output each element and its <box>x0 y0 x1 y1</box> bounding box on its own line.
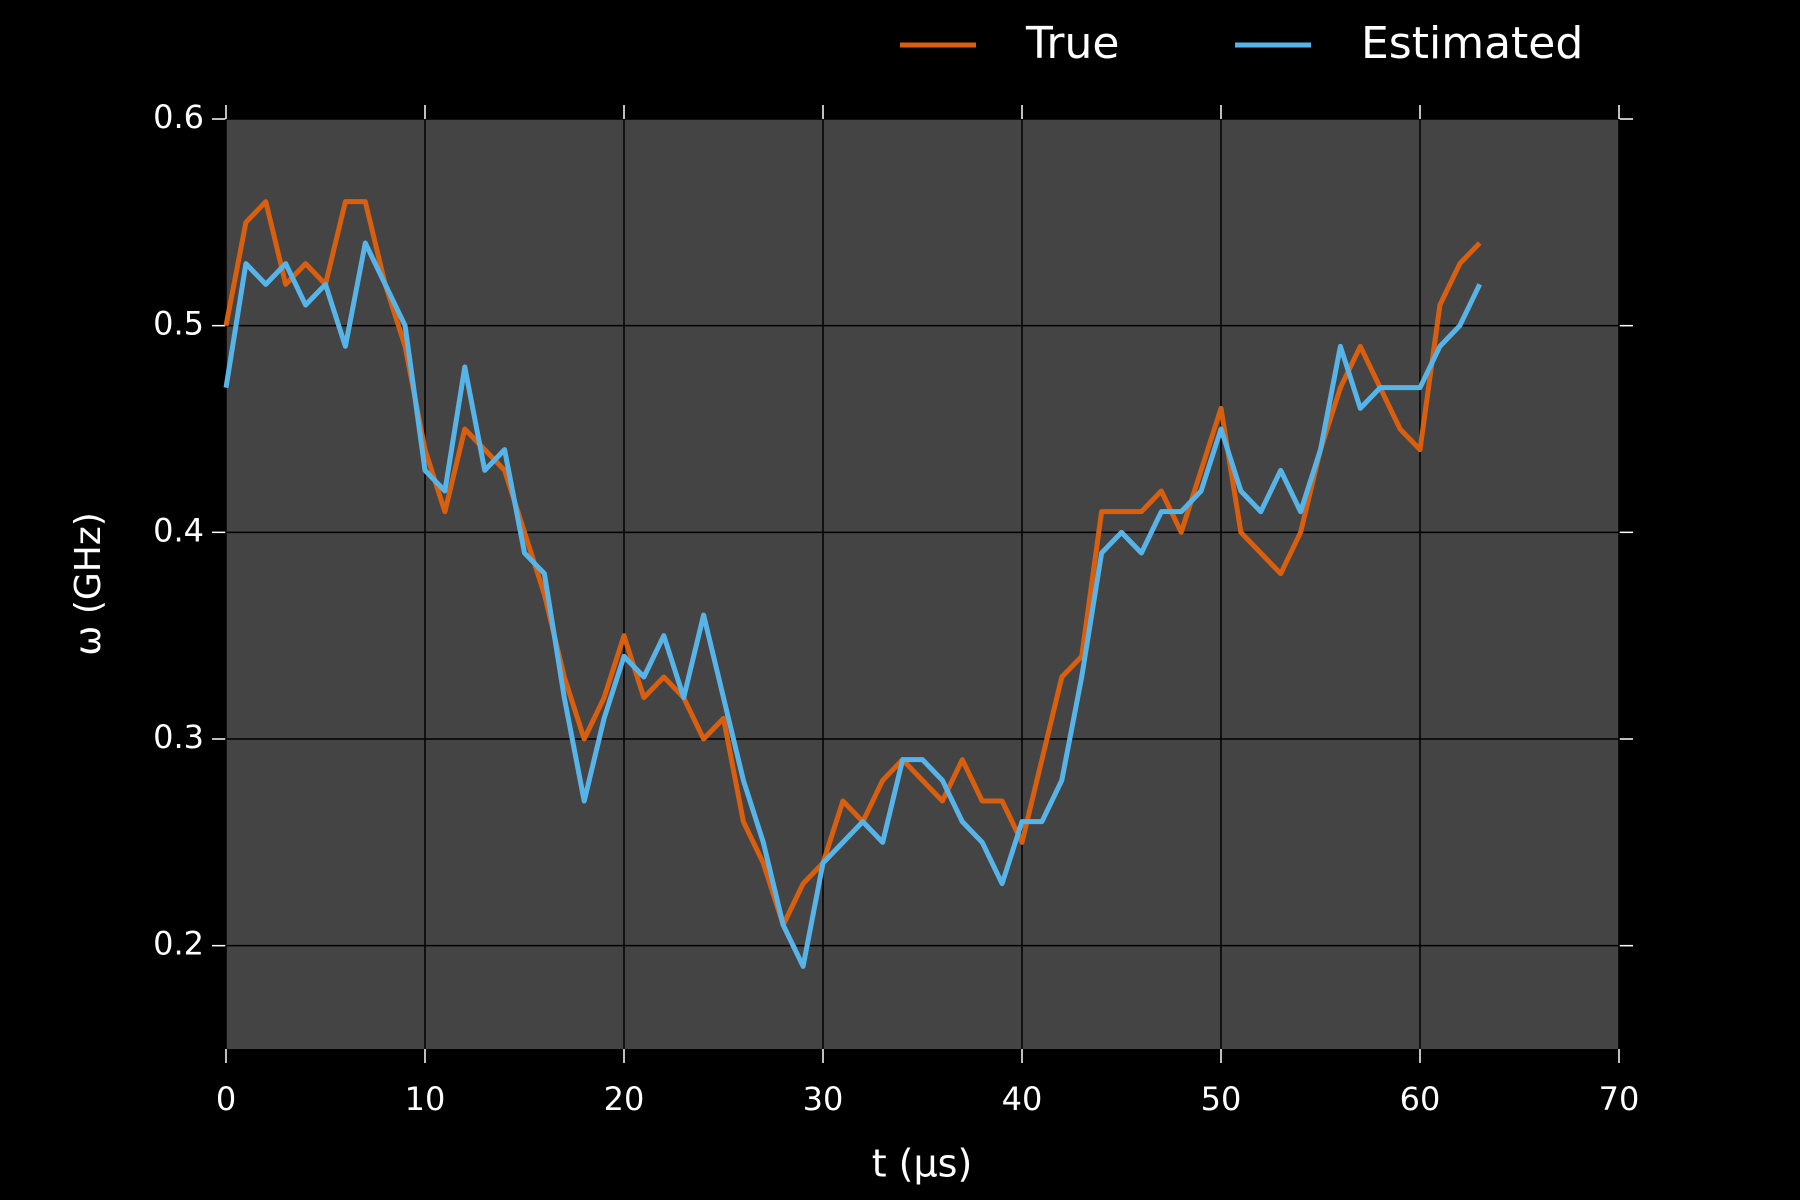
y-axis-label: ω (GHz) <box>68 512 109 656</box>
plot-area <box>226 119 1619 1049</box>
legend-label: True <box>1025 18 1119 69</box>
x-tick-label: 0 <box>216 1080 236 1118</box>
x-tick-label: 30 <box>803 1080 844 1118</box>
y-tick-label: 0.4 <box>153 511 204 549</box>
x-tick-label: 10 <box>405 1080 446 1118</box>
series-line <box>223 240 1482 969</box>
x-axis-label: t (μs) <box>872 1142 973 1186</box>
x-tick-label: 60 <box>1400 1080 1441 1118</box>
y-tick-label: 0.3 <box>153 718 204 756</box>
legend-label: Estimated <box>1361 18 1583 69</box>
x-tick-label: 70 <box>1599 1080 1640 1118</box>
x-tick-label: 20 <box>604 1080 645 1118</box>
y-tick-label: 0.5 <box>153 305 204 343</box>
x-tick-label: 50 <box>1201 1080 1242 1118</box>
y-tick-label: 0.6 <box>153 98 204 136</box>
y-tick-label: 0.2 <box>153 925 204 963</box>
x-tick-label: 40 <box>1002 1080 1043 1118</box>
